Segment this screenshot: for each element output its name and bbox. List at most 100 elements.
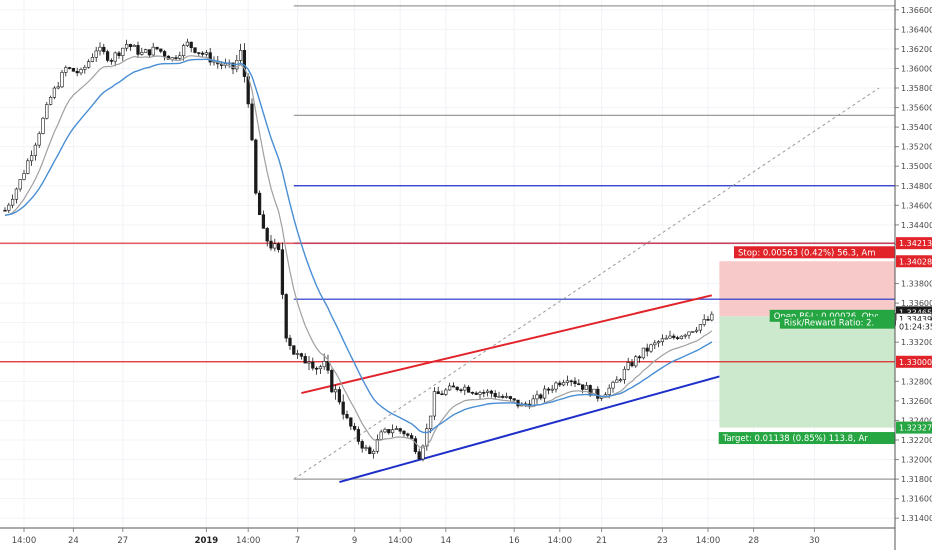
candle-body	[26, 160, 30, 174]
candle-body	[356, 429, 361, 442]
candle-body	[56, 86, 60, 89]
candle-body	[622, 368, 627, 381]
candle-body	[159, 48, 163, 52]
candle-body	[314, 367, 319, 370]
x-tick-label: 27	[117, 536, 128, 546]
candle-body	[637, 356, 642, 359]
candle-body	[197, 52, 201, 54]
candle-body	[660, 338, 665, 342]
candle-body	[330, 370, 334, 393]
candle-body	[109, 60, 114, 62]
candle-body	[649, 344, 653, 352]
candle-body	[121, 47, 125, 56]
candle-body	[702, 319, 706, 325]
candle-body	[383, 429, 387, 433]
candle-body	[14, 188, 19, 200]
candle-body	[174, 57, 178, 59]
candle-body	[539, 394, 543, 399]
y-tick-label: 1.35200	[901, 143, 932, 152]
candle-body	[10, 198, 15, 206]
time-axis[interactable]: 14:00 24 27 2019 14:00 7 9 14:00 14 16 14:00 21 23 14…	[0, 527, 895, 546]
ema-slow-line	[4, 58, 713, 434]
candle-body	[349, 417, 353, 427]
candle-body	[501, 396, 505, 398]
candle-body	[512, 398, 516, 401]
candle-body	[573, 380, 577, 384]
price-tag-bg	[896, 237, 932, 250]
x-tick-label: 16	[509, 536, 520, 546]
candle-body	[193, 47, 197, 53]
price-tag: 1.33439	[899, 315, 932, 324]
candle-body	[132, 45, 136, 48]
candle-body	[7, 204, 11, 211]
candle-body	[117, 52, 121, 56]
price-tag-bg	[896, 255, 932, 268]
candle-body	[124, 44, 129, 49]
candle-body	[22, 173, 26, 180]
candle-body	[710, 313, 714, 321]
candle-body	[432, 391, 437, 417]
candle-body	[113, 52, 117, 62]
y-tick-label: 1.33600	[901, 299, 932, 308]
candle-body	[333, 389, 338, 393]
price-axis[interactable]: 1.36600 1.36400 1.36200 1.36000 1.35800 1.356…	[894, 0, 932, 550]
candle-body	[455, 386, 459, 390]
candle-body	[140, 52, 144, 55]
x-tick-label: 2019	[195, 536, 219, 546]
candle-body	[546, 388, 551, 391]
x-tick-label: 14:00	[548, 536, 573, 546]
candle-body	[596, 388, 600, 399]
price-tag: 1.33000	[899, 358, 932, 367]
candle-body	[459, 389, 463, 391]
x-tick-label: 7	[295, 536, 300, 546]
candle-body	[698, 324, 703, 331]
candlestick-series	[3, 38, 714, 462]
y-tick-label: 1.34400	[901, 221, 932, 230]
y-tick-label: 1.31600	[901, 495, 932, 504]
candle-body	[675, 337, 680, 340]
candle-body	[341, 401, 345, 415]
price-tag-bg	[896, 320, 932, 333]
candle-body	[311, 361, 315, 369]
candle-body	[60, 72, 64, 88]
candle-body	[18, 179, 22, 190]
candle-body	[466, 386, 471, 393]
candle-body	[463, 386, 467, 391]
y-tick-label: 1.32000	[901, 456, 932, 465]
y-tick-label: 1.34600	[901, 201, 932, 210]
y-tick-label: 1.36600	[901, 6, 932, 15]
candle-body	[151, 46, 155, 56]
y-tick-label: 1.32200	[901, 436, 932, 445]
y-tick-label: 1.31800	[901, 475, 932, 484]
x-tick-label: 28	[748, 536, 759, 546]
candle-body	[535, 394, 539, 400]
candle-body	[668, 335, 672, 339]
lower-trend-line	[339, 375, 720, 484]
x-tick-label: 9	[352, 536, 357, 546]
x-tick-label: 21	[596, 536, 607, 546]
candle-body	[607, 387, 611, 395]
candle-body	[200, 52, 205, 55]
horizontal-levels	[0, 242, 895, 363]
candle-body	[45, 104, 49, 119]
candle-body	[189, 41, 193, 48]
candle-body	[679, 335, 684, 340]
candle-body	[181, 45, 186, 56]
candle-body	[90, 57, 95, 62]
candle-body	[508, 396, 513, 399]
rr-label: Risk/Reward Ratio: 2.	[784, 319, 874, 329]
ema-fast-line	[4, 55, 713, 449]
x-tick-label: 14:00	[236, 536, 261, 546]
candle-body	[489, 390, 494, 394]
candle-body	[611, 381, 615, 389]
price-tag-bg	[896, 421, 932, 434]
candle-body	[231, 62, 235, 70]
candle-body	[261, 214, 266, 229]
candle-body	[178, 55, 182, 59]
candle-body	[504, 396, 509, 398]
candle-body	[470, 391, 475, 394]
position-zones	[719, 261, 895, 428]
candle-body	[409, 435, 414, 439]
candle-body	[303, 355, 307, 364]
